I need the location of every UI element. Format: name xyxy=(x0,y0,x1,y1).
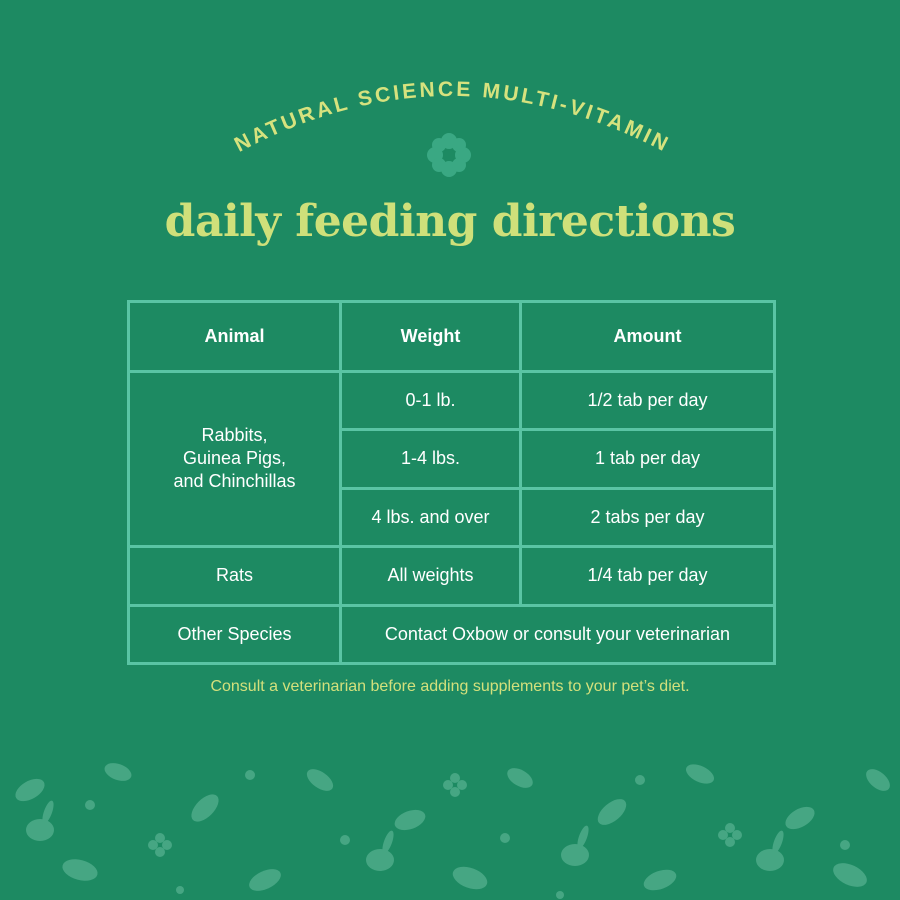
cell-amount: 1/2 tab per day xyxy=(519,369,776,432)
animal-line: Rabbits, xyxy=(201,425,268,446)
footer-note: Consult a veterinarian before adding sup… xyxy=(210,678,690,695)
animal-line: and Chinchillas xyxy=(173,471,296,492)
table-row: 4 lbs. and over 2 tabs per day xyxy=(129,486,776,549)
cell-weight: 4 lbs. and over xyxy=(339,486,522,549)
header-amount: Amount xyxy=(519,300,776,373)
table-row: Rabbits, Guinea Pigs, and Chinchillas 0-… xyxy=(127,369,776,549)
header-weight: Weight xyxy=(339,300,522,373)
animal-line: Guinea Pigs, xyxy=(182,448,287,469)
cell-animal-rabbits: Rabbits, Guinea Pigs, and Chinchillas xyxy=(127,369,342,549)
cell-animal-other: Other Species xyxy=(127,603,342,665)
table-row: Other Species Contact Oxbow or consult y… xyxy=(127,603,776,665)
cell-amount: 1 tab per day xyxy=(519,428,776,490)
feeding-table: Animal Weight Amount Rabbits, Guinea Pig… xyxy=(127,300,776,665)
cell-animal-rats: Rats xyxy=(127,545,342,607)
cell-weight: 1-4 lbs. xyxy=(339,428,522,490)
page-title: daily feeding directions xyxy=(164,196,736,247)
decorative-pattern xyxy=(15,763,890,899)
cell-weight: All weights xyxy=(339,545,522,607)
table-row: 1-4 lbs. 1 tab per day xyxy=(129,428,776,490)
cell-other-note: Contact Oxbow or consult your veterinari… xyxy=(339,603,776,665)
flower-icon xyxy=(427,133,471,177)
cell-weight: 0-1 lb. xyxy=(339,369,522,432)
table-header-row: Animal Weight Amount xyxy=(127,300,776,373)
cell-amount: 1/4 tab per day xyxy=(519,545,776,607)
cell-amount: 2 tabs per day xyxy=(519,486,776,549)
header-animal: Animal xyxy=(127,300,342,373)
table-row: Rats All weights 1/4 tab per day xyxy=(127,545,776,607)
